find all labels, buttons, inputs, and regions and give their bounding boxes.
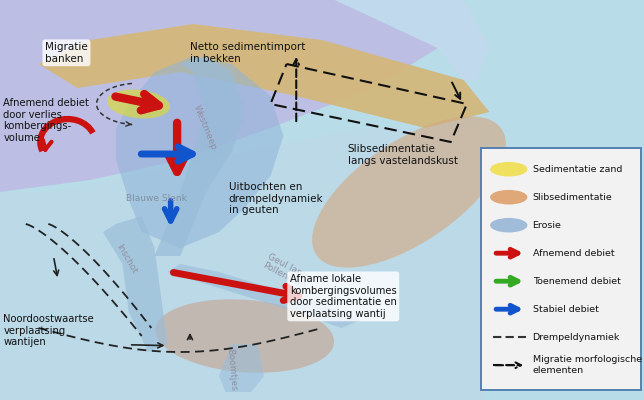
- Text: Drempeldynamiek: Drempeldynamiek: [533, 333, 620, 342]
- Ellipse shape: [490, 190, 527, 204]
- Polygon shape: [103, 216, 167, 352]
- Ellipse shape: [107, 90, 170, 118]
- Polygon shape: [0, 0, 438, 192]
- Text: Afname lokale
kombergingsvolumes
door sedimentatie en
verplaatsing wantij: Afname lokale kombergingsvolumes door se…: [290, 274, 397, 319]
- Polygon shape: [167, 264, 361, 328]
- Text: Migratie morfologische
elementen: Migratie morfologische elementen: [533, 356, 641, 375]
- Text: Noordoostwaartse
verplaatsing
wantijen: Noordoostwaartse verplaatsing wantijen: [3, 314, 94, 347]
- Polygon shape: [219, 344, 264, 392]
- Ellipse shape: [490, 218, 527, 232]
- Polygon shape: [155, 56, 245, 256]
- Text: Inschot: Inschot: [115, 242, 139, 275]
- Text: Slibsedimentatie
langs vastelandskust: Slibsedimentatie langs vastelandskust: [348, 144, 458, 166]
- Text: Boomtjes: Boomtjes: [225, 348, 238, 391]
- Ellipse shape: [312, 116, 506, 268]
- Text: Migratie
banken: Migratie banken: [45, 42, 88, 64]
- Ellipse shape: [490, 162, 527, 176]
- Text: Geul langs
Pollendam: Geul langs Pollendam: [261, 252, 312, 292]
- Text: Toenemend debiet: Toenemend debiet: [533, 277, 620, 286]
- Ellipse shape: [155, 299, 334, 373]
- Text: Afnemend debiet
door verlies
kombergings-
volume: Afnemend debiet door verlies kombergings…: [3, 98, 89, 143]
- Polygon shape: [39, 24, 489, 128]
- Polygon shape: [0, 128, 483, 400]
- Text: Stabiel debiet: Stabiel debiet: [533, 305, 598, 314]
- Text: Afnemend debiet: Afnemend debiet: [533, 249, 614, 258]
- Text: Blauwe Slenk: Blauwe Slenk: [126, 194, 187, 203]
- Text: Slibsedimentatie: Slibsedimentatie: [533, 193, 612, 202]
- Polygon shape: [116, 56, 283, 248]
- FancyBboxPatch shape: [481, 148, 641, 390]
- Text: Sedimentatie zand: Sedimentatie zand: [533, 165, 622, 174]
- Text: Uitbochten en
drempeldynamiek
in geuten: Uitbochten en drempeldynamiek in geuten: [229, 182, 323, 215]
- Text: Netto sedimentimport
in bekken: Netto sedimentimport in bekken: [190, 42, 305, 64]
- Text: Westmeep: Westmeep: [192, 104, 218, 152]
- Polygon shape: [335, 0, 489, 112]
- Text: Erosie: Erosie: [533, 221, 562, 230]
